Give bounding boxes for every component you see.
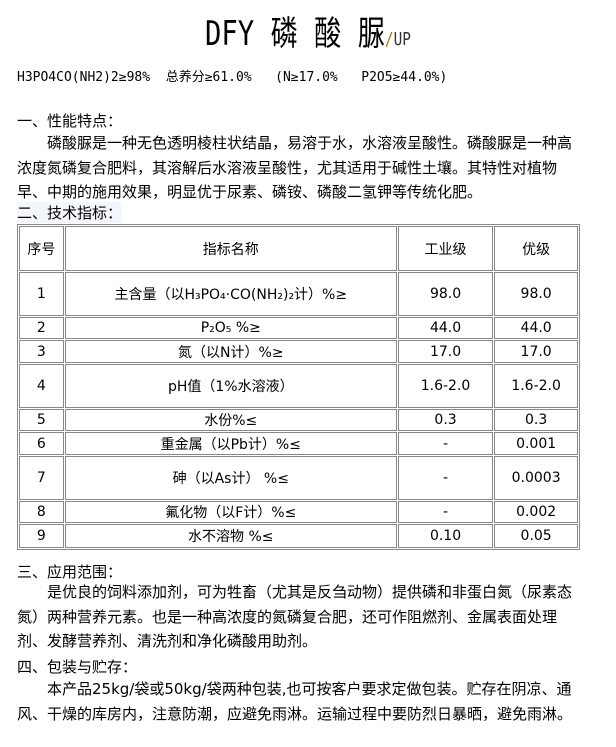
section-4-heading: 四、包装与贮存： [17,658,138,676]
premium-grade: 1.6-2.0 [494,364,578,408]
indicator-name: pH值（1%水溶液） [64,364,397,408]
row-number: 5 [19,409,64,431]
indicator-name: 砷（以As计） %≤ [64,456,397,500]
header-cell: 优级 [494,226,578,271]
page-title: DFY 磷 酸 脲/UP [62,6,555,55]
row-number: 8 [19,501,64,523]
indicator-name: 主含量（以H₃PO₄·CO(NH₂)₂计）%≥ [64,272,397,316]
industrial-grade: 0.3 [397,409,494,431]
industrial-grade: - [397,501,494,523]
section-4-text: 本产品25kg/袋或50kg/袋两种包装,也可按客户要求定做包装。贮存在阴凉、通… [17,680,573,723]
premium-grade: 0.001 [494,432,578,455]
industrial-grade: - [397,432,494,455]
section-1-heading: 一、性能特点： [17,112,123,130]
table-row: 9 水不溶物 %≤ 0.10 0.05 [19,524,578,548]
premium-grade: 17.0 [494,340,578,363]
indicator-name: 氮（以N计）%≥ [64,340,397,363]
section-3-heading: 三、应用范围： [17,563,123,581]
spec-line: H3PO4CO(NH2)2≥98% 总养分≥61.0% (N≥17.0% P2O… [17,70,448,85]
table-row: 2 P₂O₅ %≥ 44.0 44.0 [19,317,578,339]
table-row: 8 氟化物（以F计）%≤ -0.002 [19,501,578,523]
row-number: 7 [19,456,64,500]
title-slash: / [384,29,394,50]
table-row: 4 pH值（1%水溶液） 1.6-2.0 1.6-2.0 [19,364,578,408]
industrial-grade: - [397,456,494,500]
title-prefix: DFY [205,14,255,54]
section-3-text: 是优良的饲料添加剂，可为牲畜（尤其是反刍动物）提供磷和非蛋白氮（尿素态氮）两种营… [17,583,573,650]
section-2-heading: 二、技术指标： [17,202,123,223]
premium-grade: 44.0 [494,317,578,339]
title-suffix: UP [393,29,411,50]
table-row: 6 重金属（以Pb计）%≤ -0.001 [19,432,578,455]
row-number: 4 [19,364,64,408]
table-header-row: 序号 指标名称 工业级 优级 [19,226,578,271]
table-row: 3 氮（以N计）%≥ 17.0 17.0 [19,340,578,363]
indicator-name: 氟化物（以F计）%≤ [64,501,397,523]
row-number: 1 [19,272,64,316]
premium-grade: 0.0003 [494,456,578,500]
title-name: 磷 酸 脲 [270,14,385,54]
industrial-grade: 1.6-2.0 [397,364,494,408]
premium-grade: 0.002 [494,501,578,523]
indicator-name: 重金属（以Pb计）%≤ [64,432,397,455]
premium-grade: 0.05 [494,524,578,548]
row-number: 9 [19,524,64,548]
header-cell: 序号 [19,226,64,271]
industrial-grade: 44.0 [397,317,494,339]
premium-grade: 0.3 [494,409,578,431]
header-cell: 工业级 [397,226,494,271]
section-1-text: 磷酸脲是一种无色透明棱柱状结晶，易溶于水，水溶液呈酸性。磷酸脲是一种高浓度氮磷复… [17,134,573,201]
indicator-name: 水份%≤ [64,409,397,431]
industrial-grade: 17.0 [397,340,494,363]
row-number: 3 [19,340,64,363]
spec-table: 序号 指标名称 工业级 优级 1 主含量（以H₃PO₄·CO(NH₂)₂计）%≥ 9… [17,224,580,550]
indicator-name: 水不溶物 %≤ [64,524,397,548]
header-cell: 指标名称 [64,226,397,271]
row-number: 6 [19,432,64,455]
premium-grade: 98.0 [494,272,578,316]
table-row: 7 砷（以As计） %≤ -0.0003 [19,456,578,500]
row-number: 2 [19,317,64,339]
table-row: 1 主含量（以H₃PO₄·CO(NH₂)₂计）%≥ 98.0 98.0 [19,272,578,316]
industrial-grade: 0.10 [397,524,494,548]
indicator-name: P₂O₅ %≥ [64,317,397,339]
table-row: 5 水份%≤ 0.3 0.3 [19,409,578,431]
industrial-grade: 98.0 [397,272,494,316]
